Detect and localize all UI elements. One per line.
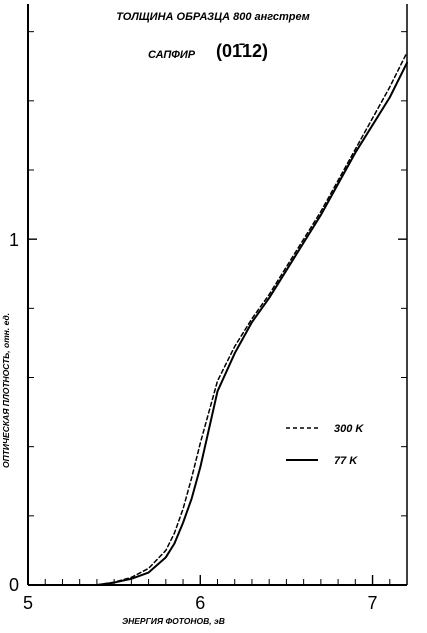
chart-subtitle-label: САПФИР bbox=[148, 49, 196, 61]
y-axis-label: ОПТИЧЕСКАЯ ПЛОТНОСТЬ, отн. ед. bbox=[1, 313, 11, 468]
legend: 300 K 77 K bbox=[286, 423, 364, 467]
legend-300k-label: 300 K bbox=[334, 423, 364, 435]
x-tick-label: 6 bbox=[195, 593, 205, 613]
series-77k-line bbox=[95, 61, 408, 586]
ticks-group: 5 6 7 0 1 bbox=[9, 31, 408, 613]
legend-77k-label: 77 K bbox=[334, 455, 358, 467]
x-tick-label: 5 bbox=[23, 593, 33, 613]
x-tick-label: 7 bbox=[368, 593, 378, 613]
plot-frame-group bbox=[27, 4, 408, 586]
chart-subtitle-orientation: (01̄12) bbox=[216, 41, 268, 61]
y-tick-label: 1 bbox=[9, 230, 19, 250]
subtitle-group: САПФИР (01̄12) bbox=[148, 41, 268, 61]
series-300k-line bbox=[96, 51, 408, 586]
y-tick-label: 0 bbox=[9, 575, 19, 595]
x-axis-label: ЭНЕРГИЯ ФОТОНОВ, эВ bbox=[122, 616, 225, 626]
series-group bbox=[95, 51, 408, 586]
chart-title: ТОЛЩИНА ОБРАЗЦА 800 ангстрем bbox=[116, 11, 310, 23]
